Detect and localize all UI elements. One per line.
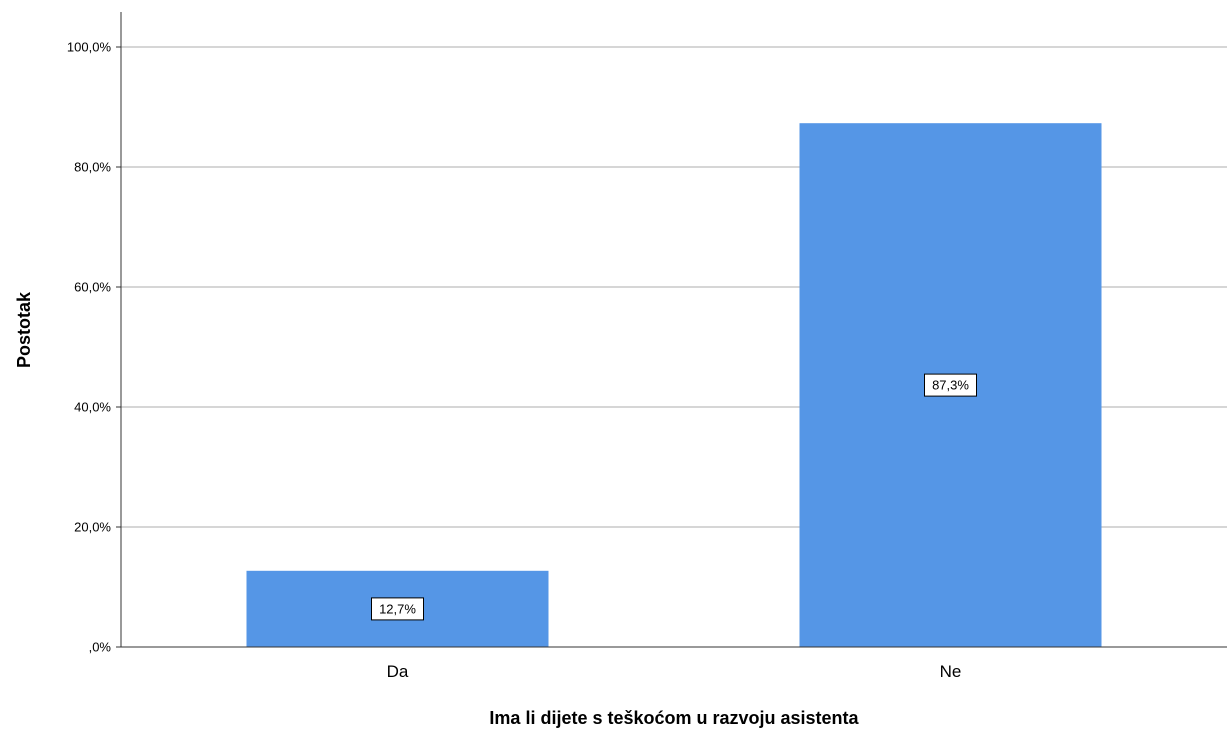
- data-labels: 12,7% 87,3%: [371, 373, 977, 621]
- x-tick-label: Da: [387, 662, 409, 681]
- axes: [120, 12, 1227, 648]
- data-label: 87,3%: [924, 373, 977, 397]
- y-tick-label: 20,0%: [74, 520, 111, 535]
- y-tick-label: 40,0%: [74, 400, 111, 415]
- data-label-box: [371, 597, 424, 621]
- x-tick-labels: Da Ne: [387, 662, 962, 681]
- y-tick-labels: ,0% 20,0% 40,0% 60,0% 80,0% 100,0%: [67, 40, 121, 655]
- x-tick-label: Ne: [940, 662, 962, 681]
- y-tick-label: 80,0%: [74, 160, 111, 175]
- y-tick-label: 100,0%: [67, 40, 112, 55]
- data-label-box: [924, 373, 977, 397]
- data-label: 12,7%: [371, 597, 424, 621]
- y-tick-label: ,0%: [89, 640, 112, 655]
- y-axis-title: Postotak: [14, 291, 34, 368]
- x-axis-title: Ima li dijete s teškoćom u razvoju asist…: [489, 708, 859, 728]
- y-tick-label: 60,0%: [74, 280, 111, 295]
- data-label-text: 12,7%: [379, 601, 416, 616]
- data-label-text: 87,3%: [932, 378, 969, 393]
